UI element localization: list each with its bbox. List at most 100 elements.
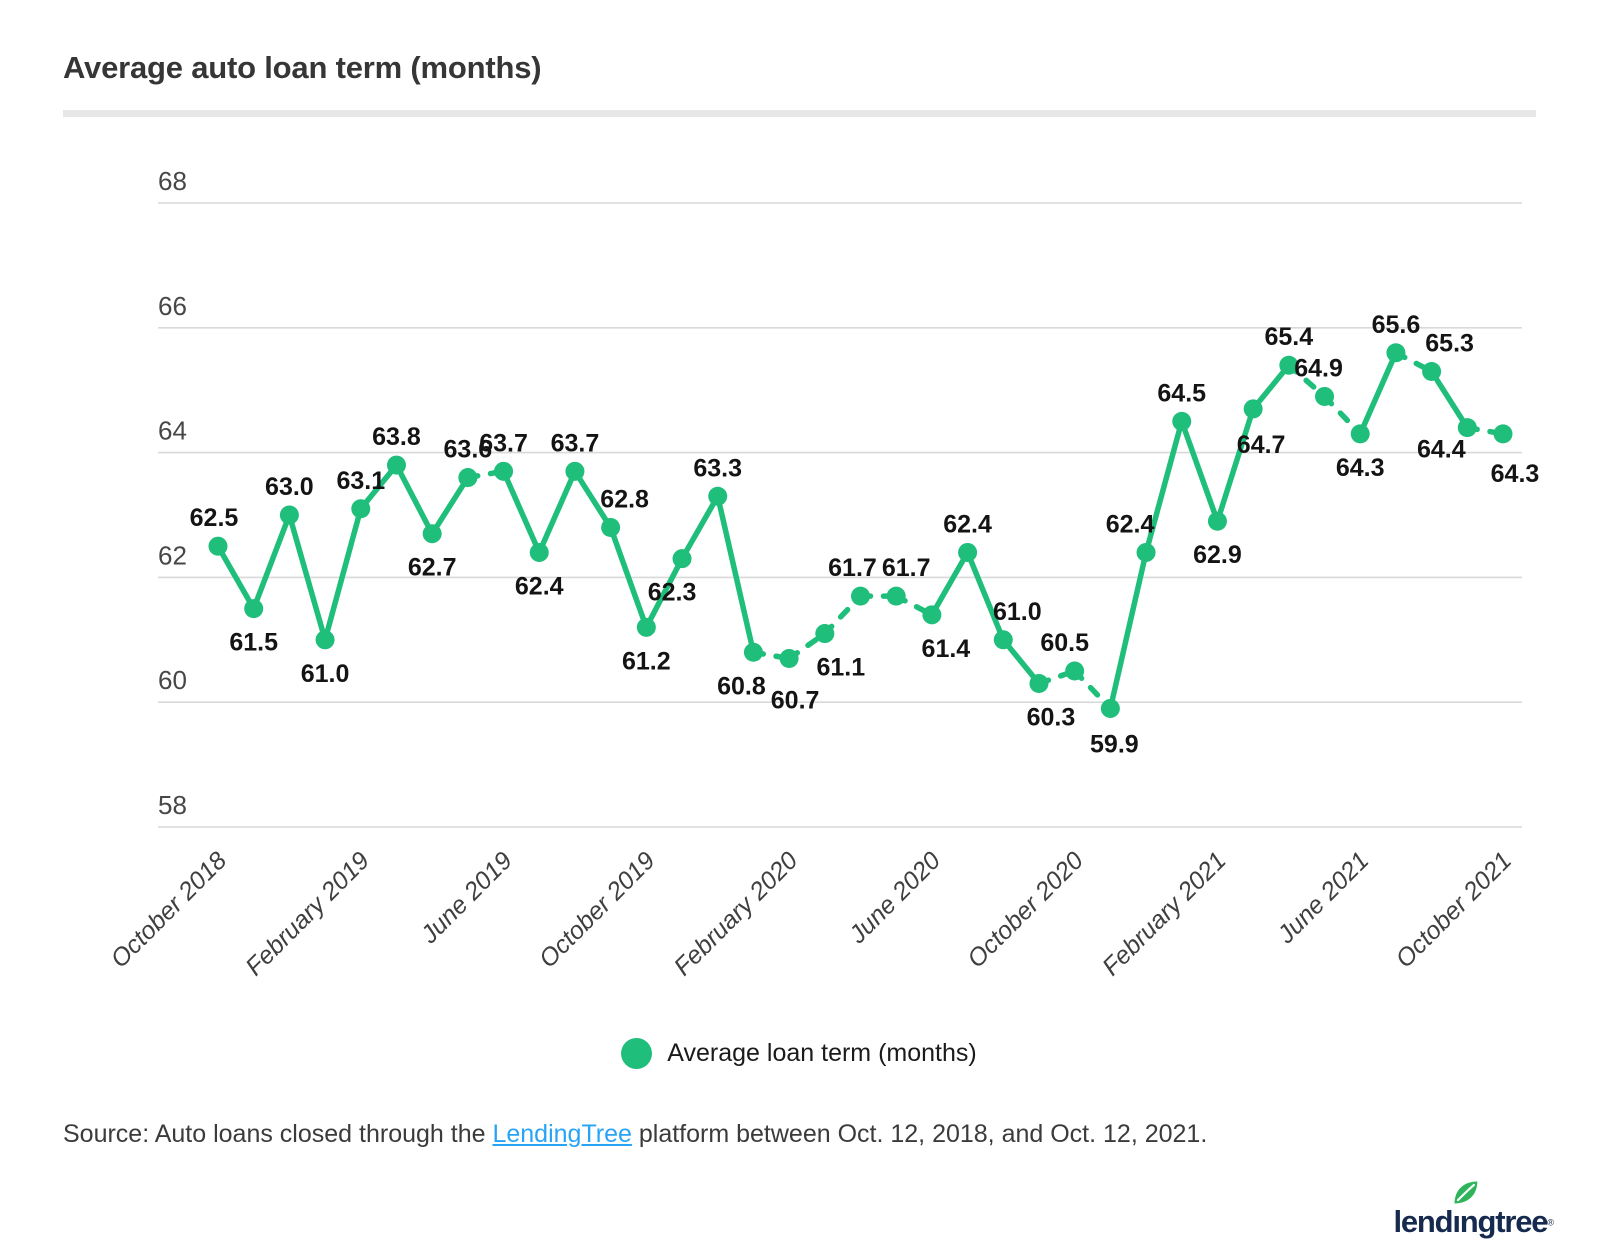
data-point-label: 64.7 — [1237, 431, 1286, 459]
data-point-marker[interactable] — [993, 630, 1013, 650]
data-point-marker[interactable] — [244, 599, 264, 619]
data-point-marker[interactable] — [886, 586, 906, 606]
data-point-marker[interactable] — [208, 536, 228, 556]
data-point-label: 61.4 — [922, 635, 971, 663]
data-point-label: 61.5 — [229, 629, 278, 657]
data-point-label: 63.7 — [551, 429, 600, 457]
data-point-marker[interactable] — [529, 542, 549, 562]
title-divider — [63, 110, 1536, 117]
data-point-marker[interactable] — [1386, 343, 1406, 363]
data-point-marker[interactable] — [1207, 511, 1227, 531]
data-point-label: 60.5 — [1040, 629, 1089, 657]
data-point-marker[interactable] — [1493, 424, 1513, 444]
data-point-marker[interactable] — [1172, 411, 1192, 431]
data-point-label: 61.0 — [993, 598, 1042, 626]
data-point-marker[interactable] — [958, 542, 978, 562]
data-point-label: 64.3 — [1336, 454, 1385, 482]
data-point-marker[interactable] — [1315, 386, 1335, 406]
data-point-marker[interactable] — [494, 461, 514, 481]
data-point-marker[interactable] — [1422, 361, 1442, 381]
data-point-label: 61.7 — [882, 554, 931, 582]
data-point-marker[interactable] — [1350, 424, 1370, 444]
y-tick-label: 60 — [158, 665, 187, 695]
data-point-label: 62.5 — [190, 504, 239, 532]
y-tick-label: 58 — [158, 790, 187, 820]
line-segment — [929, 549, 971, 618]
data-point-marker[interactable] — [708, 486, 728, 506]
line-segment — [679, 493, 721, 562]
data-point-label: 62.4 — [1106, 510, 1155, 538]
legend-marker-icon — [621, 1038, 653, 1069]
data-point-marker[interactable] — [422, 524, 442, 544]
data-point-marker[interactable] — [351, 499, 371, 519]
data-point-label: 63.7 — [479, 429, 528, 457]
line-segment — [714, 493, 757, 656]
data-point-marker[interactable] — [922, 605, 942, 625]
line-segment — [572, 468, 614, 531]
line-segment — [643, 555, 685, 631]
data-point-marker[interactable] — [636, 617, 656, 637]
data-point-marker[interactable] — [1029, 673, 1049, 693]
line-segment — [500, 468, 542, 556]
source-note: Source: Auto loans closed through the Le… — [63, 1120, 1207, 1149]
data-point-marker[interactable] — [1457, 418, 1477, 438]
data-point-marker[interactable] — [1279, 355, 1299, 375]
line-segment — [322, 506, 364, 643]
data-point-label: 61.2 — [622, 647, 671, 675]
data-point-marker[interactable] — [458, 468, 478, 488]
data-point-label: 63.1 — [336, 467, 385, 495]
line-segment — [1179, 418, 1221, 524]
lendingtree-link[interactable]: LendingTree — [492, 1120, 632, 1148]
line-segment — [1357, 350, 1399, 437]
x-tick-label: February 2019 — [240, 846, 375, 981]
x-tick-label: February 2020 — [669, 846, 804, 981]
x-tick-label: October 2018 — [105, 846, 232, 973]
data-point-label: 62.4 — [515, 572, 564, 600]
y-tick-label: 68 — [158, 166, 187, 196]
x-tick-label: June 2021 — [1271, 846, 1374, 949]
data-point-marker[interactable] — [851, 586, 870, 606]
data-point-marker[interactable] — [743, 642, 763, 662]
data-point-marker[interactable] — [815, 624, 835, 644]
data-point-label: 62.7 — [408, 554, 457, 582]
line-segment — [286, 512, 328, 643]
data-point-label: 63.3 — [693, 454, 742, 482]
line-segment — [1214, 406, 1256, 524]
source-text-prefix: Source: Auto loans closed through the — [63, 1120, 493, 1148]
data-point-label: 60.8 — [717, 672, 766, 700]
data-point-label: 62.8 — [600, 485, 649, 513]
data-point-label: 64.4 — [1417, 436, 1466, 464]
data-point-label: 65.3 — [1425, 329, 1474, 357]
logo-wordmark: lendıngtree — [1393, 1204, 1548, 1239]
page-title: Average auto loan term (months) — [63, 50, 542, 85]
lendingtree-logo[interactable]: lendıngtree® — [1393, 1181, 1554, 1239]
data-point-marker[interactable] — [1243, 399, 1263, 419]
data-point-label: 65.4 — [1264, 323, 1313, 351]
line-segment — [1143, 418, 1185, 556]
line-segment — [429, 474, 471, 537]
data-point-marker[interactable] — [565, 461, 585, 481]
line-segment — [1107, 549, 1149, 712]
data-point-marker[interactable] — [1136, 542, 1156, 562]
legend: Average loan term (months) — [0, 1038, 1598, 1069]
data-point-marker[interactable] — [1065, 661, 1085, 681]
data-point-label: 61.1 — [816, 654, 865, 682]
data-point-label: 64.9 — [1294, 354, 1343, 382]
data-point-marker[interactable] — [779, 649, 799, 669]
data-point-marker[interactable] — [279, 505, 299, 525]
data-point-label: 62.4 — [943, 510, 992, 538]
data-point-label: 60.3 — [1027, 703, 1076, 731]
data-point-marker[interactable] — [1100, 698, 1120, 718]
x-tick-label: June 2020 — [843, 846, 946, 949]
data-point-marker[interactable] — [601, 517, 621, 537]
data-point-label: 64.3 — [1491, 460, 1540, 488]
data-point-label: 64.5 — [1157, 379, 1206, 407]
line-segment — [964, 549, 1007, 643]
data-point-marker[interactable] — [672, 549, 692, 569]
data-point-label: 63.8 — [372, 423, 421, 451]
data-point-marker[interactable] — [315, 630, 335, 650]
registered-mark: ® — [1547, 1217, 1554, 1228]
data-point-label: 63.0 — [265, 473, 314, 501]
data-point-marker[interactable] — [386, 455, 406, 475]
line-segment — [607, 524, 650, 631]
